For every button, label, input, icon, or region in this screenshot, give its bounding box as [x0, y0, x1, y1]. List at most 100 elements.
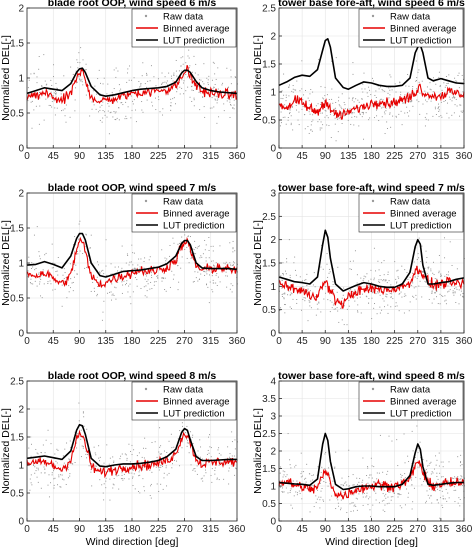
- raw-data-point: [439, 85, 441, 87]
- raw-data-point: [370, 94, 372, 96]
- raw-data-point: [229, 453, 231, 455]
- raw-data-point: [38, 68, 40, 70]
- raw-data-point: [30, 482, 32, 484]
- raw-data-point: [282, 487, 284, 489]
- raw-data-point: [312, 479, 314, 481]
- raw-data-point: [399, 81, 401, 83]
- raw-data-point: [375, 499, 377, 501]
- raw-data-point: [361, 116, 363, 118]
- raw-data-point: [165, 267, 167, 269]
- legend-raw-data-marker: [144, 199, 148, 203]
- raw-data-point: [82, 253, 84, 255]
- raw-data-point: [73, 244, 75, 246]
- raw-data-point: [288, 95, 290, 97]
- raw-data-point: [310, 307, 312, 309]
- raw-data-point: [146, 74, 148, 76]
- raw-data-point: [281, 90, 283, 92]
- y-tick-label: 4: [270, 377, 276, 388]
- raw-data-point: [132, 476, 134, 478]
- raw-data-point: [87, 255, 89, 257]
- raw-data-point: [52, 99, 54, 101]
- raw-data-point: [123, 280, 125, 282]
- raw-data-point: [168, 440, 170, 442]
- raw-data-point: [446, 83, 448, 85]
- raw-data-point: [210, 447, 212, 449]
- x-tick-label: 90: [74, 151, 86, 162]
- raw-data-point: [343, 491, 345, 493]
- raw-data-point: [108, 105, 110, 107]
- y-tick-label: 1: [18, 259, 24, 270]
- raw-data-point: [213, 265, 215, 267]
- raw-data-point: [417, 71, 419, 73]
- raw-data-point: [45, 98, 47, 100]
- y-tick-label: 1: [18, 74, 24, 85]
- raw-data-point: [379, 306, 381, 308]
- raw-data-point: [284, 304, 286, 306]
- x-tick-label: 360: [229, 151, 246, 162]
- raw-data-point: [80, 438, 82, 440]
- raw-data-point: [325, 110, 327, 112]
- raw-data-point: [385, 279, 387, 281]
- raw-data-point: [33, 463, 35, 465]
- raw-data-point: [169, 255, 171, 257]
- raw-data-point: [186, 257, 188, 259]
- raw-data-point: [305, 279, 307, 281]
- raw-data-point: [447, 291, 449, 293]
- raw-data-point: [327, 467, 329, 469]
- raw-data-point: [56, 107, 58, 109]
- raw-data-point: [290, 122, 292, 124]
- raw-data-point: [390, 126, 392, 128]
- raw-data-point: [223, 478, 225, 480]
- binned-average-line: [278, 265, 465, 309]
- raw-data-point: [191, 436, 193, 438]
- raw-data-point: [202, 96, 204, 98]
- raw-data-point: [284, 303, 286, 305]
- raw-data-point: [208, 237, 210, 239]
- raw-data-point: [169, 245, 171, 247]
- raw-data-point: [438, 270, 440, 272]
- raw-data-point: [351, 112, 353, 114]
- raw-data-point: [425, 250, 427, 252]
- raw-data-point: [425, 469, 427, 471]
- raw-data-point: [142, 478, 144, 480]
- raw-data-point: [202, 96, 204, 98]
- raw-data-point: [418, 101, 420, 103]
- x-tick-label: 360: [229, 336, 246, 347]
- raw-data-point: [390, 284, 392, 286]
- raw-data-point: [152, 105, 154, 107]
- raw-data-point: [399, 82, 401, 84]
- raw-data-point: [226, 100, 228, 102]
- raw-data-point: [397, 496, 399, 498]
- raw-data-point: [99, 119, 101, 121]
- raw-data-point: [375, 293, 377, 295]
- lut-prediction-line: [278, 229, 465, 292]
- raw-data-point: [91, 463, 93, 465]
- raw-data-point: [130, 117, 132, 119]
- raw-data-point: [296, 80, 298, 82]
- raw-data-point: [218, 479, 220, 481]
- raw-data-point: [331, 301, 333, 303]
- raw-data-point: [124, 118, 126, 120]
- raw-data-point: [140, 258, 142, 260]
- raw-data-point: [433, 298, 435, 300]
- raw-data-point: [399, 292, 401, 294]
- raw-data-point: [192, 89, 194, 91]
- raw-data-point: [447, 271, 449, 273]
- raw-data-point: [356, 490, 358, 492]
- raw-data-point: [381, 482, 383, 484]
- chart-title: tower base fore-aft, wind speed 7 m/s: [278, 182, 465, 194]
- raw-data-point: [419, 441, 421, 443]
- raw-data-point: [193, 280, 195, 282]
- raw-data-point: [227, 263, 229, 265]
- raw-data-point: [416, 99, 418, 101]
- raw-data-point: [280, 97, 282, 99]
- raw-data-point: [445, 85, 447, 87]
- raw-data-point: [376, 313, 378, 315]
- raw-data-point: [128, 443, 130, 445]
- raw-data-point: [67, 466, 69, 468]
- raw-data-point: [433, 468, 435, 470]
- raw-data-point: [294, 269, 296, 271]
- raw-data-point: [397, 465, 399, 467]
- raw-data-point: [310, 89, 312, 91]
- raw-data-point: [338, 505, 340, 507]
